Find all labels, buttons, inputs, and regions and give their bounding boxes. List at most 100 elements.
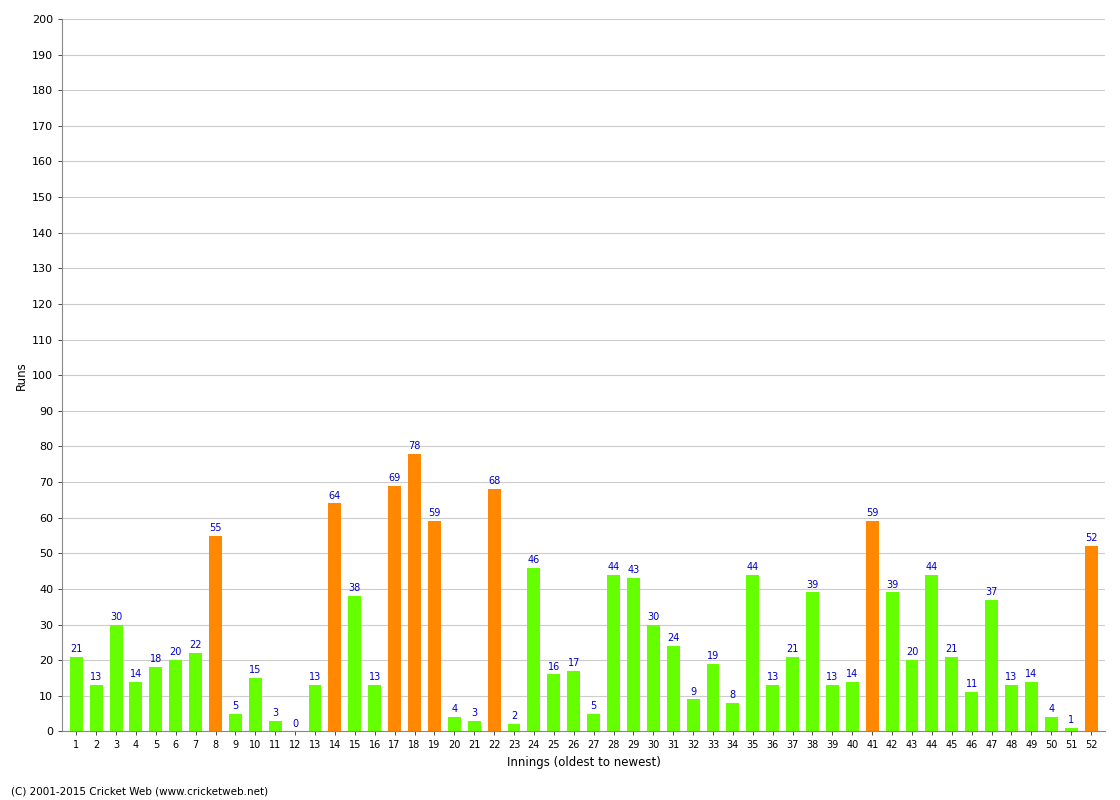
Bar	[487, 489, 501, 731]
Bar	[548, 674, 560, 731]
Text: 46: 46	[528, 554, 540, 565]
Text: 44: 44	[747, 562, 759, 572]
Text: 39: 39	[806, 580, 819, 590]
Bar	[189, 653, 202, 731]
Bar	[507, 724, 521, 731]
Bar	[408, 454, 421, 731]
Text: 14: 14	[130, 669, 142, 678]
Text: 19: 19	[707, 651, 719, 661]
Bar	[130, 682, 142, 731]
Bar	[309, 685, 321, 731]
Bar	[905, 660, 918, 731]
Bar	[1084, 546, 1098, 731]
Text: 13: 13	[827, 672, 839, 682]
Text: 44: 44	[607, 562, 619, 572]
Bar	[69, 657, 83, 731]
Text: 8: 8	[730, 690, 736, 700]
Bar	[169, 660, 183, 731]
Text: 44: 44	[926, 562, 939, 572]
Bar	[786, 657, 799, 731]
Bar	[607, 574, 620, 731]
Y-axis label: Runs: Runs	[15, 361, 28, 390]
Bar	[1045, 717, 1057, 731]
Text: 37: 37	[986, 586, 998, 597]
Text: 21: 21	[71, 644, 83, 654]
Text: 59: 59	[428, 509, 440, 518]
Text: 20: 20	[906, 647, 918, 658]
Text: (C) 2001-2015 Cricket Web (www.cricketweb.net): (C) 2001-2015 Cricket Web (www.cricketwe…	[11, 786, 269, 796]
Text: 16: 16	[548, 662, 560, 671]
Bar	[389, 486, 401, 731]
Bar	[269, 721, 282, 731]
Bar	[249, 678, 262, 731]
Bar	[90, 685, 103, 731]
Text: 13: 13	[90, 672, 102, 682]
Text: 30: 30	[110, 612, 122, 622]
Text: 0: 0	[292, 718, 298, 729]
Bar	[746, 574, 759, 731]
Text: 1: 1	[1068, 715, 1074, 725]
Bar	[149, 667, 162, 731]
Text: 18: 18	[150, 654, 162, 665]
Text: 55: 55	[209, 522, 222, 533]
Text: 64: 64	[329, 490, 342, 501]
Text: 39: 39	[886, 580, 898, 590]
Text: 5: 5	[232, 701, 239, 710]
Text: 69: 69	[389, 473, 401, 482]
Text: 38: 38	[348, 583, 361, 594]
Text: 5: 5	[590, 701, 597, 710]
Bar	[587, 714, 600, 731]
Text: 17: 17	[568, 658, 580, 668]
Text: 59: 59	[866, 509, 878, 518]
Text: 13: 13	[1006, 672, 1018, 682]
Bar	[627, 578, 640, 731]
Text: 14: 14	[847, 669, 858, 678]
Bar	[965, 692, 978, 731]
Bar	[886, 593, 898, 731]
Bar	[567, 671, 580, 731]
Bar	[687, 699, 700, 731]
Bar	[1005, 685, 1018, 731]
Bar	[986, 600, 998, 731]
Bar	[228, 714, 242, 731]
Text: 22: 22	[189, 640, 202, 650]
Text: 4: 4	[451, 704, 457, 714]
Bar	[647, 625, 660, 731]
Bar	[528, 567, 540, 731]
Text: 14: 14	[1025, 669, 1037, 678]
Text: 15: 15	[249, 665, 262, 675]
Bar	[1065, 728, 1077, 731]
Text: 3: 3	[272, 708, 278, 718]
Text: 3: 3	[472, 708, 477, 718]
Bar	[468, 721, 480, 731]
Text: 13: 13	[766, 672, 778, 682]
Text: 78: 78	[409, 441, 421, 450]
Bar	[666, 646, 680, 731]
Text: 9: 9	[690, 686, 697, 697]
Text: 21: 21	[945, 644, 958, 654]
Bar	[1025, 682, 1038, 731]
Bar	[727, 703, 739, 731]
Text: 21: 21	[786, 644, 799, 654]
Bar	[328, 503, 342, 731]
Text: 24: 24	[668, 633, 680, 643]
Bar	[707, 664, 719, 731]
X-axis label: Innings (oldest to newest): Innings (oldest to newest)	[506, 756, 661, 769]
Bar	[209, 535, 222, 731]
Bar	[846, 682, 859, 731]
Bar	[428, 522, 441, 731]
Text: 4: 4	[1048, 704, 1054, 714]
Text: 20: 20	[169, 647, 181, 658]
Text: 13: 13	[368, 672, 381, 682]
Text: 68: 68	[488, 476, 501, 486]
Text: 2: 2	[511, 711, 517, 722]
Bar	[448, 717, 460, 731]
Bar	[348, 596, 362, 731]
Text: 43: 43	[627, 566, 640, 575]
Bar	[368, 685, 381, 731]
Bar	[110, 625, 122, 731]
Bar	[866, 522, 879, 731]
Bar	[766, 685, 780, 731]
Text: 13: 13	[309, 672, 321, 682]
Bar	[945, 657, 959, 731]
